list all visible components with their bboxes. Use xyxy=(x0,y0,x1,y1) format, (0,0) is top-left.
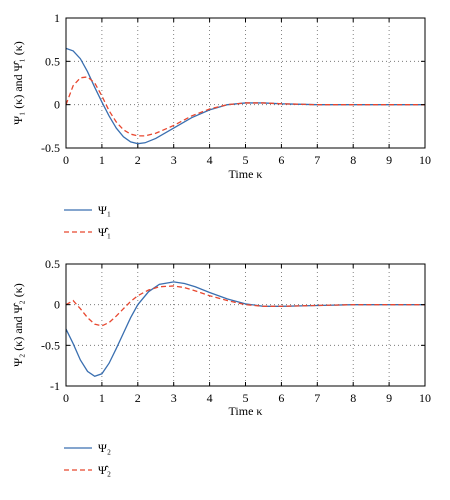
series-line-2 xyxy=(65,76,425,137)
x-tick-label: 0 xyxy=(63,153,69,167)
x-tick-label: 4 xyxy=(207,391,213,405)
x-tick-label: 10 xyxy=(419,391,431,405)
y-tick-label: -1 xyxy=(50,379,60,393)
legend-label-1: Ψ₁ xyxy=(98,203,111,217)
series-line-2 xyxy=(65,285,425,327)
legend-1: Ψ₁ Ψ̂₁ xyxy=(64,203,111,239)
legend-label-2: Ψ̂₁ xyxy=(98,225,111,239)
y-tick-label: 0.5 xyxy=(45,54,60,68)
y-tick-label: 0 xyxy=(54,298,60,312)
x-tick-label: 9 xyxy=(386,153,392,167)
x-tick-label: 6 xyxy=(278,153,284,167)
y-axis-label: Ψ₁ (κ) and Ψ̂₁ (κ) xyxy=(11,41,25,124)
x-tick-label: 1 xyxy=(99,391,105,405)
x-tick-label: 5 xyxy=(243,153,249,167)
chart-panel-2: 0 1 2 3 4 5 6 7 8 9 10 -1 -0.5 0 0.5 Time κ Ψ₂ (κ) and Ψ… xyxy=(11,257,431,477)
x-tick-label: 8 xyxy=(350,391,356,405)
y-tick-label: -0.5 xyxy=(41,338,60,352)
x-tick-label: 1 xyxy=(99,153,105,167)
x-tick-label: 3 xyxy=(171,391,177,405)
x-tick-label: 10 xyxy=(419,153,431,167)
x-tick-label: 3 xyxy=(171,153,177,167)
x-tick-label: 6 xyxy=(278,391,284,405)
y-tick-label: 0 xyxy=(54,98,60,112)
x-tick-label: 0 xyxy=(63,391,69,405)
x-tick-label: 7 xyxy=(314,391,320,405)
x-axis-label: Time κ xyxy=(229,167,263,181)
y-tick-label: -0.5 xyxy=(41,141,60,155)
y-tick-label: 0.5 xyxy=(45,257,60,271)
y-axis-label: Ψ₂ (κ) and Ψ̂₂ (κ) xyxy=(11,283,25,366)
x-tick-label: 9 xyxy=(386,391,392,405)
x-axis-label: Time κ xyxy=(229,404,263,418)
legend-label-1: Ψ₂ xyxy=(98,441,111,455)
x-tick-label: 8 xyxy=(350,153,356,167)
x-tick-label: 2 xyxy=(135,391,141,405)
x-tick-label: 4 xyxy=(207,153,213,167)
legend-label-2: Ψ̂₂ xyxy=(98,463,111,477)
legend-2: Ψ₂ Ψ̂₂ xyxy=(64,441,111,477)
x-tick-label: 2 xyxy=(135,153,141,167)
x-tick-label: 7 xyxy=(314,153,320,167)
y-tick-label: 1 xyxy=(54,11,60,25)
x-tick-label: 5 xyxy=(243,391,249,405)
